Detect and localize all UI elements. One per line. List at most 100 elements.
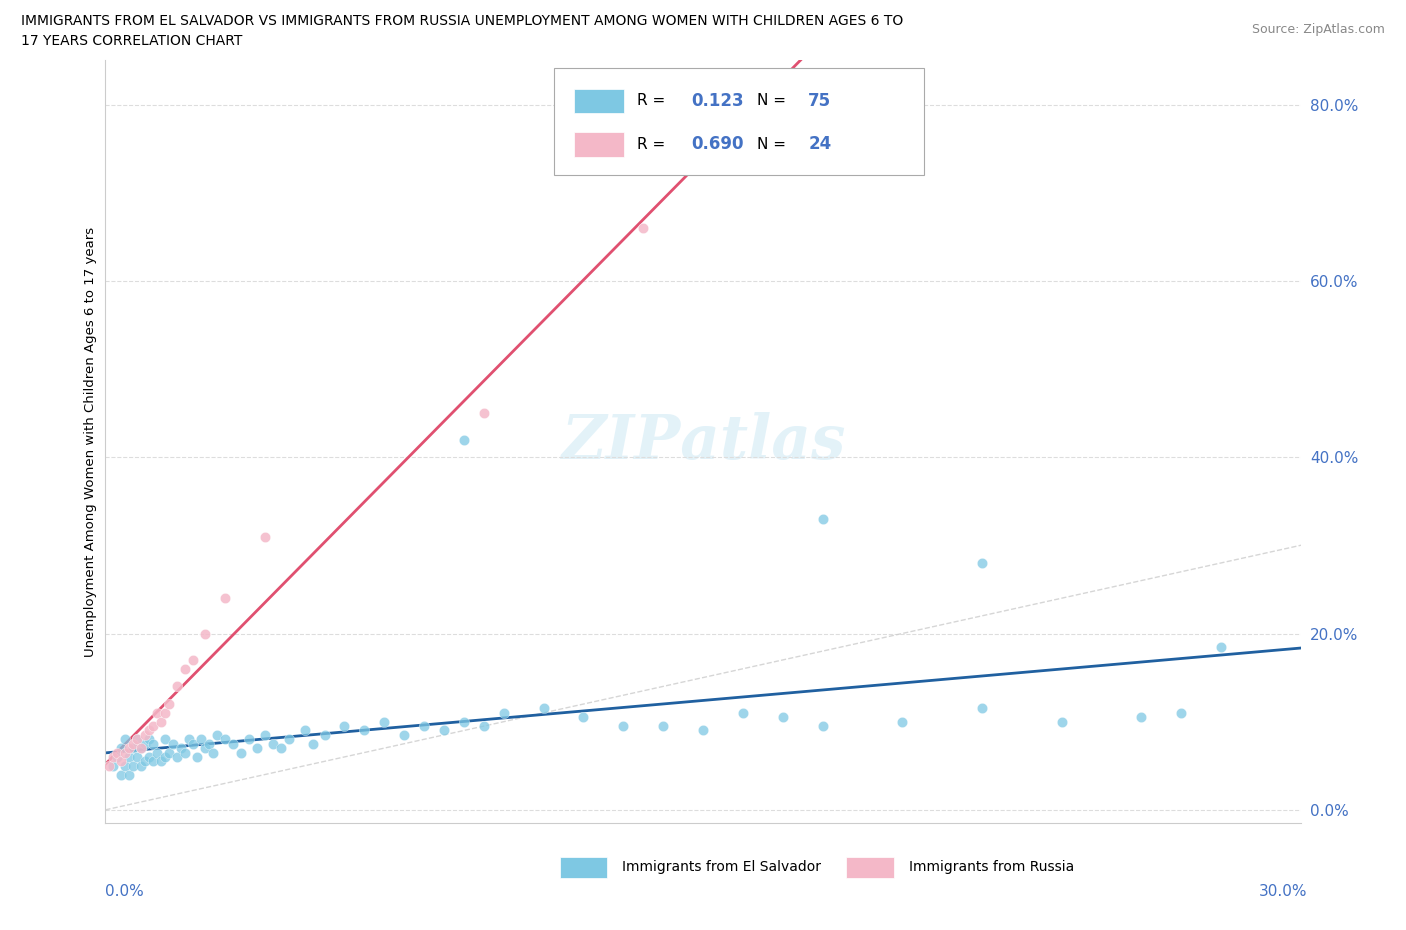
Point <box>181 737 204 751</box>
Point <box>472 719 495 734</box>
Point <box>138 750 160 764</box>
Point <box>114 732 136 747</box>
Point <box>138 732 160 747</box>
Point <box>811 512 834 526</box>
Text: 30.0%: 30.0% <box>1260 884 1308 898</box>
Point <box>1130 710 1153 724</box>
Bar <box>846 857 894 878</box>
Point <box>190 732 212 747</box>
Point <box>103 758 125 773</box>
Point <box>150 754 173 769</box>
Point <box>142 737 165 751</box>
Point <box>162 737 184 751</box>
Text: 0.0%: 0.0% <box>105 884 145 898</box>
Point <box>146 706 169 721</box>
Point <box>472 405 495 420</box>
Point <box>114 758 136 773</box>
Point <box>103 750 125 764</box>
Point <box>157 745 180 760</box>
Point <box>202 745 225 760</box>
Point <box>492 706 515 721</box>
Point <box>253 727 276 742</box>
Point <box>198 737 221 751</box>
FancyBboxPatch shape <box>554 68 924 175</box>
Bar <box>560 857 607 878</box>
Text: 24: 24 <box>808 136 831 153</box>
Point <box>127 732 149 747</box>
Point <box>166 750 188 764</box>
Point <box>433 723 456 737</box>
Point <box>194 740 217 755</box>
Point <box>612 719 634 734</box>
Point <box>772 710 794 724</box>
Point <box>353 723 375 737</box>
Text: IMMIGRANTS FROM EL SALVADOR VS IMMIGRANTS FROM RUSSIA UNEMPLOYMENT AMONG WOMEN W: IMMIGRANTS FROM EL SALVADOR VS IMMIGRANT… <box>21 14 903 28</box>
Point <box>157 697 180 711</box>
Text: N =: N = <box>756 137 790 152</box>
Point <box>110 767 132 782</box>
Point <box>174 661 197 676</box>
Point <box>222 737 245 751</box>
Text: Immigrants from Russia: Immigrants from Russia <box>908 860 1074 874</box>
Point <box>107 745 129 760</box>
Point <box>127 750 149 764</box>
Point <box>166 679 188 694</box>
Point <box>118 740 141 755</box>
Point <box>333 719 356 734</box>
Point <box>692 723 714 737</box>
Text: R =: R = <box>637 137 671 152</box>
Point <box>129 740 153 755</box>
Point <box>194 626 217 641</box>
Point <box>122 737 145 751</box>
Point <box>262 737 284 751</box>
Text: N =: N = <box>756 93 790 109</box>
Point <box>134 754 156 769</box>
Text: 75: 75 <box>808 92 831 110</box>
Text: R =: R = <box>637 93 671 109</box>
Point <box>572 710 595 724</box>
Point <box>170 740 193 755</box>
Point <box>633 220 655 235</box>
Point <box>1050 714 1073 729</box>
Point <box>970 555 993 570</box>
Point <box>652 719 675 734</box>
Point <box>107 750 129 764</box>
Text: 0.123: 0.123 <box>692 92 744 110</box>
Point <box>150 714 173 729</box>
Point <box>186 750 208 764</box>
Point <box>142 754 165 769</box>
Point <box>122 758 145 773</box>
Point <box>134 737 156 751</box>
Point <box>129 740 153 755</box>
Point <box>153 732 177 747</box>
Point <box>98 758 121 773</box>
Text: 0.690: 0.690 <box>692 136 744 153</box>
Point <box>277 732 299 747</box>
Point <box>134 727 156 742</box>
Point <box>373 714 395 729</box>
Point <box>174 745 197 760</box>
Point <box>891 714 914 729</box>
Point <box>214 591 236 605</box>
Point <box>1170 706 1192 721</box>
Point <box>246 740 269 755</box>
Point <box>811 719 834 734</box>
Point <box>153 750 177 764</box>
Text: 17 YEARS CORRELATION CHART: 17 YEARS CORRELATION CHART <box>21 34 242 48</box>
Point <box>453 714 475 729</box>
Text: Immigrants from El Salvador: Immigrants from El Salvador <box>621 860 821 874</box>
Point <box>314 727 336 742</box>
Point <box>533 701 555 716</box>
Point <box>392 727 416 742</box>
Point <box>970 701 993 716</box>
Point <box>177 732 201 747</box>
Point <box>294 723 316 737</box>
Point <box>1209 639 1232 654</box>
Point <box>110 754 132 769</box>
Point <box>413 719 436 734</box>
Point <box>301 737 323 751</box>
Text: ZIP​atlas: ZIP​atlas <box>561 412 845 472</box>
Point <box>127 732 149 747</box>
Bar <box>574 132 624 156</box>
Point <box>214 732 236 747</box>
